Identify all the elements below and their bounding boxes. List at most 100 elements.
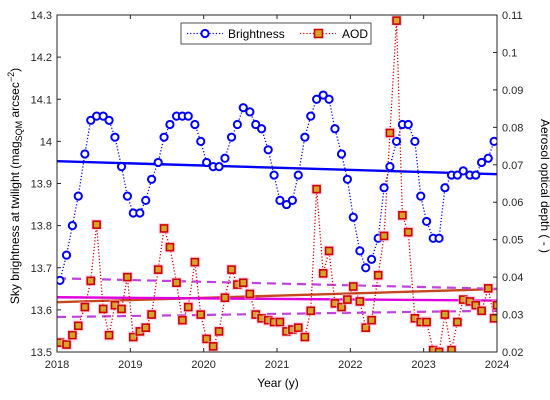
data-point-brightness xyxy=(281,199,292,210)
data-point-aod xyxy=(324,246,334,256)
data-point-brightness xyxy=(391,136,402,146)
right-y-tick-label: 0.06 xyxy=(502,197,523,209)
legend-brightness-marker xyxy=(200,28,210,39)
data-point-aod xyxy=(214,327,224,336)
data-point-aod xyxy=(434,347,444,352)
right-y-tick-label: 0.11 xyxy=(502,10,523,22)
data-point-brightness xyxy=(196,136,206,146)
data-point-aod xyxy=(398,211,407,220)
data-point-brightness xyxy=(135,208,145,218)
data-point-aod xyxy=(98,304,108,314)
data-point-aod xyxy=(153,265,163,274)
data-point-aod xyxy=(147,310,156,319)
data-point-aod xyxy=(128,332,138,342)
series-layer xyxy=(57,15,497,352)
data-point-aod xyxy=(123,272,132,282)
data-point-aod xyxy=(306,306,316,316)
left-y-tick-label: 14.2 xyxy=(31,52,52,64)
legend-item-brightness: Brightness xyxy=(187,27,285,41)
data-point-brightness xyxy=(202,157,212,168)
x-tick-label: 2024 xyxy=(485,359,509,371)
data-point-brightness xyxy=(122,191,133,201)
data-point-brightness xyxy=(257,124,267,134)
left-y-tick-label: 13.9 xyxy=(31,179,52,191)
data-point-aod xyxy=(227,265,236,274)
x-axis: 2018 2019 2020 2021 2022 2023 2024 xyxy=(45,15,509,371)
data-point-aod xyxy=(159,224,169,233)
x-tick-label: 2023 xyxy=(411,359,435,371)
data-point-brightness xyxy=(342,174,352,184)
data-point-brightness xyxy=(141,195,151,205)
data-point-aod xyxy=(471,300,481,310)
data-point-aod xyxy=(86,276,96,286)
right-y-axis: 0.02 0.03 0.04 0.05 0.06 0.07 0.08 0.09 0.1 0.11 xyxy=(493,10,523,359)
trend-line-brightness xyxy=(57,296,497,302)
data-point-brightness xyxy=(80,149,90,159)
data-point-brightness xyxy=(269,170,279,180)
data-point-brightness xyxy=(245,107,255,117)
data-point-aod xyxy=(220,293,230,303)
data-point-brightness xyxy=(385,162,395,172)
data-point-brightness xyxy=(190,119,200,130)
data-point-brightness xyxy=(452,170,462,180)
data-point-aod xyxy=(202,334,211,344)
data-point-aod xyxy=(178,315,187,325)
data-point-aod xyxy=(447,345,456,352)
data-point-brightness xyxy=(422,216,432,227)
left-y-axis-label: Sky brightness at twilight (magSQM arcse… xyxy=(6,68,24,304)
data-point-brightness xyxy=(361,263,371,273)
data-point-brightness xyxy=(183,111,193,121)
trend-lines xyxy=(57,159,497,319)
data-point-aod xyxy=(141,323,151,332)
right-y-axis-label: Aerosol optical depth ( - ) xyxy=(538,119,550,253)
data-point-brightness xyxy=(330,124,340,134)
x-axis-label: Year (y) xyxy=(257,376,299,390)
legend-box xyxy=(180,22,372,45)
data-point-aod xyxy=(355,297,365,306)
data-point-aod xyxy=(403,227,413,237)
left-y-axis: 13.5 13.6 13.7 13.8 13.9 14 14.1 14.2 14.3 xyxy=(31,10,61,359)
data-point-aod xyxy=(104,330,114,340)
legend-aod-marker xyxy=(313,28,324,39)
right-y-tick-label: 0.05 xyxy=(502,235,523,247)
data-point-aod xyxy=(293,323,303,332)
left-y-tick-label: 14 xyxy=(40,136,52,148)
data-point-aod xyxy=(80,302,90,312)
data-point-aod xyxy=(208,342,218,351)
right-y-tick-label: 0.02 xyxy=(502,347,523,359)
data-point-brightness xyxy=(147,174,157,184)
data-point-aod xyxy=(73,321,83,331)
data-point-brightness xyxy=(306,111,316,121)
data-point-brightness xyxy=(312,94,322,104)
data-point-brightness xyxy=(416,191,426,201)
data-point-aod xyxy=(62,340,71,349)
right-y-tick-label: 0.07 xyxy=(502,160,523,172)
data-point-brightness xyxy=(226,132,237,142)
data-point-aod xyxy=(68,330,77,340)
left-y-tick-label: 14.1 xyxy=(31,94,52,106)
data-point-brightness xyxy=(251,119,261,130)
x-tick-label: 2018 xyxy=(45,359,69,371)
series-line-aod xyxy=(59,20,497,352)
legend-brightness-label: Brightness xyxy=(228,27,285,41)
data-point-aod xyxy=(165,242,175,252)
data-point-aod xyxy=(367,315,376,325)
right-y-tick-label: 0.09 xyxy=(502,85,523,97)
right-y-tick-label: 0.08 xyxy=(502,122,523,134)
data-point-aod xyxy=(440,310,450,319)
data-point-aod xyxy=(392,16,401,25)
plot-frame xyxy=(56,14,498,353)
data-point-aod xyxy=(300,332,310,342)
data-point-brightness xyxy=(232,119,242,130)
trend-line-brightness xyxy=(57,159,497,176)
left-y-tick-label: 13.6 xyxy=(31,305,52,317)
data-point-aod xyxy=(190,257,200,267)
left-y-tick-label: 14.3 xyxy=(31,10,52,22)
x-tick-label: 2021 xyxy=(265,359,289,371)
data-point-aod xyxy=(183,302,193,312)
data-point-aod xyxy=(422,317,431,327)
data-point-brightness xyxy=(483,153,493,163)
data-point-brightness xyxy=(116,162,127,172)
data-point-brightness xyxy=(471,170,481,180)
data-point-brightness xyxy=(348,212,358,222)
